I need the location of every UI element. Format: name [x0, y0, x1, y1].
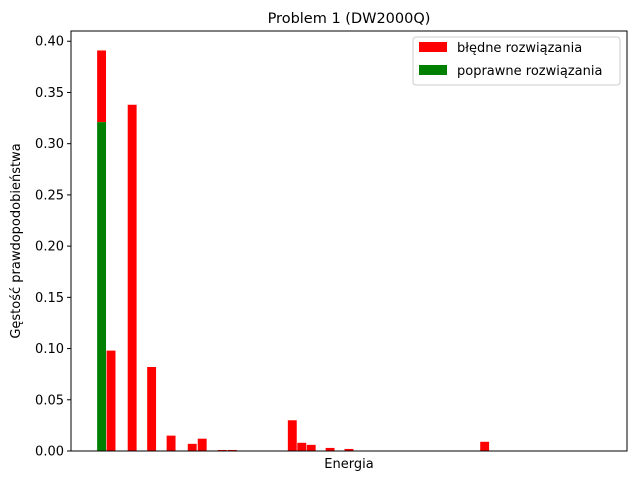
- legend-swatch-wrong: [419, 42, 447, 52]
- bar-wrong-8: [227, 449, 237, 451]
- y-tick-label: 0.10: [35, 342, 64, 357]
- y-axis-label: Gęstość prawdopodobieństwa: [9, 143, 24, 338]
- bar-wrong-14: [480, 441, 490, 451]
- legend-swatch-correct: [419, 65, 447, 75]
- bar-wrong-6: [197, 438, 207, 451]
- y-axis: 0.00 0.05 0.10 0.15 0.20 0.25 0.30 0.35 0.40: [35, 35, 71, 460]
- chart-title: Problem 1 (DW2000Q): [268, 11, 431, 27]
- bar-wrong-12: [325, 447, 335, 451]
- bar-wrong-13: [344, 448, 354, 451]
- bar-wrong-7: [217, 449, 227, 451]
- y-tick-label: 0.25: [35, 188, 64, 203]
- legend: błędne rozwiązania poprawne rozwiązania: [412, 36, 621, 86]
- y-tick-label: 0.05: [35, 393, 64, 408]
- bar-wrong-5: [187, 443, 197, 451]
- bar-wrong-0: [97, 50, 107, 123]
- bar-wrong-1: [106, 350, 116, 451]
- y-tick-label: 0.00: [35, 445, 64, 460]
- y-tick-label: 0.40: [35, 35, 64, 50]
- bar-wrong-10: [297, 442, 307, 451]
- legend-label-wrong: błędne rozwiązania: [457, 41, 582, 56]
- bar-wrong-2: [127, 104, 137, 451]
- plot-frame: [70, 30, 628, 452]
- y-tick-label: 0.35: [35, 86, 64, 101]
- legend-label-correct: poprawne rozwiązania: [457, 64, 602, 79]
- bar-wrong-9: [287, 420, 297, 451]
- y-tick-label: 0.30: [35, 137, 64, 152]
- bar-wrong-4: [166, 435, 176, 451]
- bar-wrong-3: [147, 367, 157, 451]
- bar-correct-0: [97, 122, 107, 452]
- y-tick-label: 0.20: [35, 240, 64, 255]
- bar-wrong-11: [306, 444, 316, 451]
- legend-box: [412, 36, 621, 86]
- y-tick-label: 0.15: [35, 291, 64, 306]
- bars-group: [97, 50, 490, 452]
- x-axis-label: Energia: [324, 457, 373, 472]
